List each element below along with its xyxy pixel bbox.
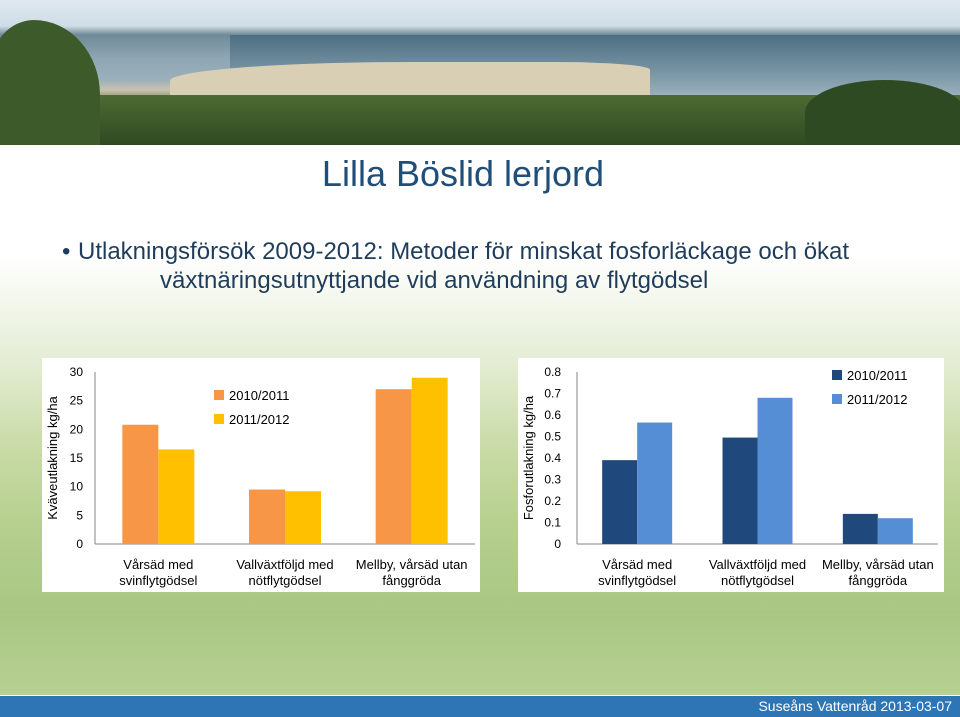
bullet-line-1: Utlakningsförsök 2009-2012: Metoder för …: [78, 238, 850, 265]
x-category-label: Mellby, vårsäd utan: [356, 557, 468, 572]
y-tick-label: 25: [70, 394, 84, 408]
nitrogen-chart-svg: Kväveutlakning kg/ha 0 5 10 15 20 25 30 Vårsäd m…: [45, 365, 475, 588]
legend-swatch-0: [832, 370, 842, 380]
y-tick-label: 0: [76, 537, 83, 551]
y-tick-label: 0.1: [544, 516, 561, 530]
pine-tree-right: [805, 80, 960, 145]
bar-2-0: [375, 389, 412, 544]
y-tick-label: 0.2: [544, 494, 561, 508]
legend-swatch-1: [214, 414, 224, 424]
footer-text: Suseåns Vattenråd 2013-03-07: [758, 698, 952, 714]
landscape-banner: [0, 0, 960, 145]
legend-label-0: 2010/2011: [229, 388, 290, 403]
footer-bar: Suseåns Vattenråd 2013-03-07: [0, 696, 960, 717]
x-category-label: Vallväxtföljd med: [236, 557, 333, 572]
nitrogen-leaching-chart: Kväveutlakning kg/ha 0 5 10 15 20 25 30 Vårsäd m…: [42, 358, 480, 592]
y-axis-label: Kväveutlakning kg/ha: [45, 395, 60, 519]
x-category-label: nötflytgödsel: [249, 573, 322, 588]
y-tick-label: 0.7: [544, 387, 561, 401]
y-tick-label: 15: [70, 451, 84, 465]
bar-2-1: [411, 377, 448, 544]
bar-1-1: [285, 491, 321, 544]
y-tick-label: 0: [554, 537, 561, 551]
x-category-label: Vårsäd med: [123, 557, 193, 572]
x-category-label: fånggröda: [849, 573, 908, 588]
y-tick-label: 0.8: [544, 365, 561, 379]
legend-swatch-0: [214, 390, 224, 400]
x-category-label: Vallväxtföljd med: [709, 557, 806, 572]
bar-1-1: [757, 397, 793, 544]
pine-tree-left: [0, 20, 100, 145]
phosphorus-leaching-chart: Fosforutlakning kg/ha 0 0.1 0.2 0.3 0.4 0.5 0.6…: [518, 358, 944, 592]
x-category-label: nötflytgödsel: [721, 573, 794, 588]
beach-image: [170, 62, 650, 100]
bar-0-0: [602, 460, 638, 544]
phosphorus-chart-svg: Fosforutlakning kg/ha 0 0.1 0.2 0.3 0.4 0.5 0.6…: [521, 365, 938, 588]
legend-label-1: 2011/2012: [847, 392, 908, 407]
y-tick-label: 0.3: [544, 473, 561, 487]
treeline-image: [0, 95, 960, 145]
y-tick-label: 0.4: [544, 451, 561, 465]
legend-swatch-1: [832, 394, 842, 404]
y-tick-label: 0.5: [544, 430, 561, 444]
legend-label-1: 2011/2012: [229, 412, 290, 427]
x-category-label: Vårsäd med: [602, 557, 672, 572]
y-tick-label: 10: [70, 480, 84, 494]
x-category-label: Mellby, vårsäd utan: [822, 557, 934, 572]
bullet-dot-icon: •: [62, 238, 71, 265]
x-category-label: fånggröda: [382, 573, 441, 588]
bar-0-1: [637, 422, 673, 544]
bullet-line-2: växtnäringsutnyttjande vid användning av…: [160, 267, 709, 294]
bar-0-1: [158, 449, 195, 544]
y-tick-label: 20: [70, 422, 84, 436]
x-category-label: svinflytgödsel: [598, 573, 676, 588]
bar-2-0: [842, 513, 878, 544]
x-category-label: svinflytgödsel: [119, 573, 197, 588]
bar-2-1: [877, 518, 913, 544]
bar-1-0: [249, 489, 285, 544]
legend-label-0: 2010/2011: [847, 368, 908, 383]
y-tick-label: 30: [70, 365, 84, 379]
y-tick-label: 0.6: [544, 408, 561, 422]
y-axis-label: Fosforutlakning kg/ha: [521, 395, 536, 520]
y-tick-label: 5: [76, 508, 83, 522]
bar-0-0: [122, 424, 159, 544]
bar-1-0: [722, 437, 758, 544]
slide-title: Lilla Böslid lerjord: [321, 153, 605, 194]
